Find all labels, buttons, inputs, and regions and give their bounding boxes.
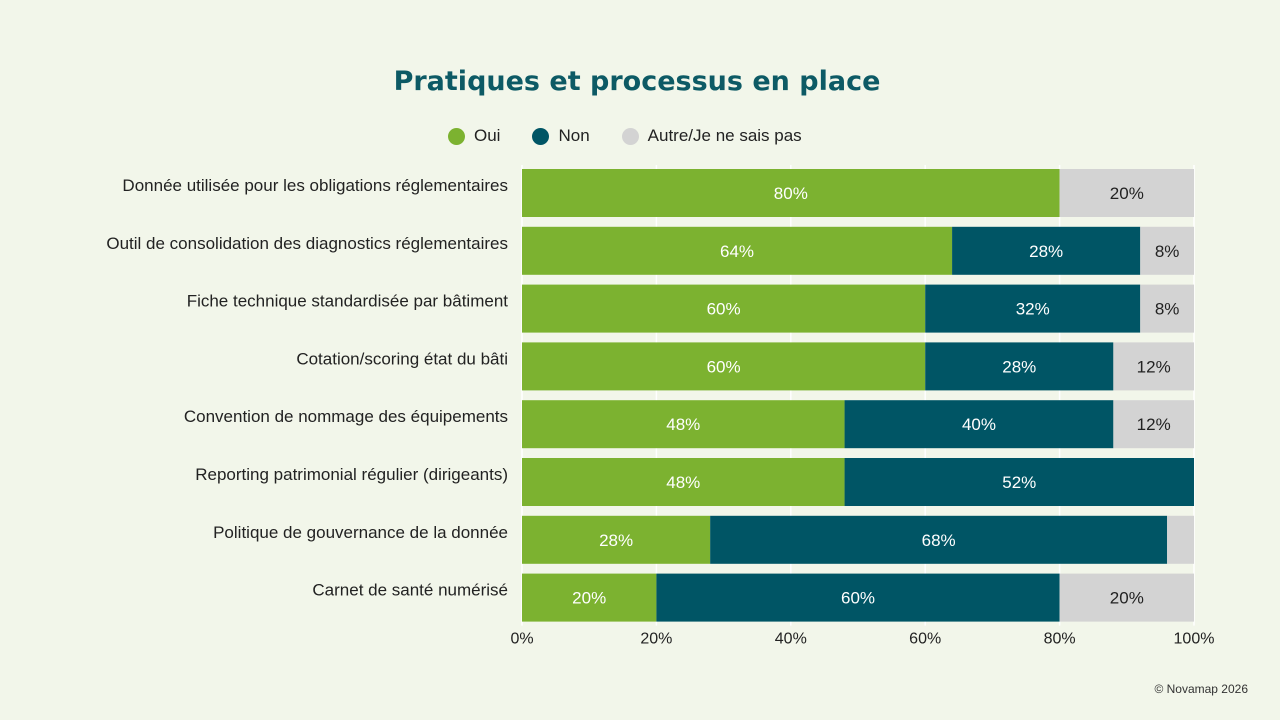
x-tick-label: 40% bbox=[775, 631, 807, 648]
legend-label-autre: Autre/Je ne sais pas bbox=[647, 126, 802, 145]
data-label: 40% bbox=[962, 415, 996, 434]
data-label: 12% bbox=[1137, 415, 1171, 434]
category-label: Convention de nommage des équipements bbox=[184, 407, 508, 426]
legend-item-non: Non bbox=[532, 126, 590, 146]
bar-segment-1 bbox=[522, 458, 845, 506]
x-tick-label: 60% bbox=[909, 631, 941, 648]
data-label: 20% bbox=[1110, 184, 1144, 203]
data-label: 48% bbox=[666, 473, 700, 492]
data-label: 52% bbox=[1002, 473, 1036, 492]
bar-segment-3 bbox=[1167, 515, 1194, 564]
data-label: 28% bbox=[1002, 357, 1036, 376]
data-label: 60% bbox=[841, 589, 875, 608]
bar-segment-1 bbox=[522, 226, 953, 275]
category-label: Politique de gouvernance de la donnée bbox=[213, 523, 508, 542]
bar-segment-2 bbox=[656, 573, 1060, 622]
x-tick-label: 0% bbox=[510, 631, 533, 648]
data-label: 20% bbox=[1110, 589, 1144, 608]
bar-segment-2 bbox=[952, 226, 1141, 275]
category-label: Cotation/scoring état du bâti bbox=[296, 349, 508, 368]
x-tick-label: 100% bbox=[1174, 631, 1215, 648]
category-label: Donnée utilisée pour les obligations rég… bbox=[122, 176, 508, 195]
legend-label-non: Non bbox=[558, 126, 590, 145]
bar-segment-3 bbox=[1113, 342, 1194, 391]
chart-legend: Oui Non Autre/Je ne sais pas bbox=[448, 123, 802, 149]
bar-segment-1 bbox=[522, 515, 711, 564]
data-label: 48% bbox=[666, 415, 700, 434]
data-label: 28% bbox=[1029, 242, 1063, 261]
data-label: 12% bbox=[1137, 357, 1171, 376]
legend-label-oui: Oui bbox=[474, 126, 501, 145]
data-label: 8% bbox=[1155, 242, 1180, 261]
bar-segment-3 bbox=[1059, 169, 1194, 217]
bar-segment-2 bbox=[925, 284, 1141, 333]
x-tick-label: 80% bbox=[1044, 631, 1076, 648]
bar-segment-1 bbox=[522, 284, 926, 333]
data-label: 68% bbox=[922, 531, 956, 550]
bar-segment-2 bbox=[925, 342, 1114, 391]
bar-segment-3 bbox=[1140, 284, 1194, 333]
legend-item-oui: Oui bbox=[448, 126, 500, 146]
bar-segment-2 bbox=[710, 515, 1168, 564]
data-label: 64% bbox=[720, 242, 754, 261]
data-label: 80% bbox=[774, 184, 808, 203]
x-tick-label: 20% bbox=[640, 631, 672, 648]
chart-title: Pratiques et processus en place bbox=[393, 66, 881, 97]
bar-segment-2 bbox=[844, 400, 1114, 449]
bar-segment-1 bbox=[522, 169, 1060, 217]
copyright-footer: © Novamap 2026 bbox=[1154, 682, 1248, 696]
bar-segment-3 bbox=[1113, 400, 1194, 449]
legend-swatch-autre bbox=[621, 127, 639, 145]
bar-segment-3 bbox=[1059, 573, 1194, 622]
data-label: 20% bbox=[572, 589, 606, 608]
bar-segment-1 bbox=[522, 400, 845, 449]
category-label: Fiche technique standardisée par bâtimen… bbox=[187, 292, 509, 311]
data-label: 8% bbox=[1155, 300, 1180, 319]
data-label: 28% bbox=[599, 531, 633, 550]
legend-swatch-oui bbox=[448, 127, 465, 145]
data-label: 32% bbox=[1016, 300, 1050, 319]
data-label: 60% bbox=[707, 357, 741, 376]
category-label: Outil de consolidation des diagnostics r… bbox=[106, 234, 508, 253]
legend-item-autre: Autre/Je ne sais pas bbox=[621, 126, 802, 146]
bar-segment-3 bbox=[1140, 226, 1194, 275]
data-label: 60% bbox=[707, 300, 741, 319]
bar-segment-1 bbox=[522, 342, 926, 391]
bar-segment-2 bbox=[844, 458, 1194, 506]
legend-swatch-non bbox=[532, 127, 550, 145]
category-label: Carnet de santé numérisé bbox=[312, 581, 508, 600]
bar-segment-1 bbox=[522, 573, 657, 622]
category-label: Reporting patrimonial régulier (dirigean… bbox=[195, 465, 508, 484]
